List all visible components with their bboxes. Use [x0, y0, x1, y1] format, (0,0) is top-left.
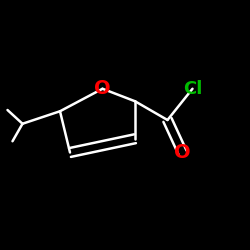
- Text: O: O: [174, 143, 191, 162]
- Text: O: O: [94, 79, 111, 98]
- Text: Cl: Cl: [183, 80, 202, 98]
